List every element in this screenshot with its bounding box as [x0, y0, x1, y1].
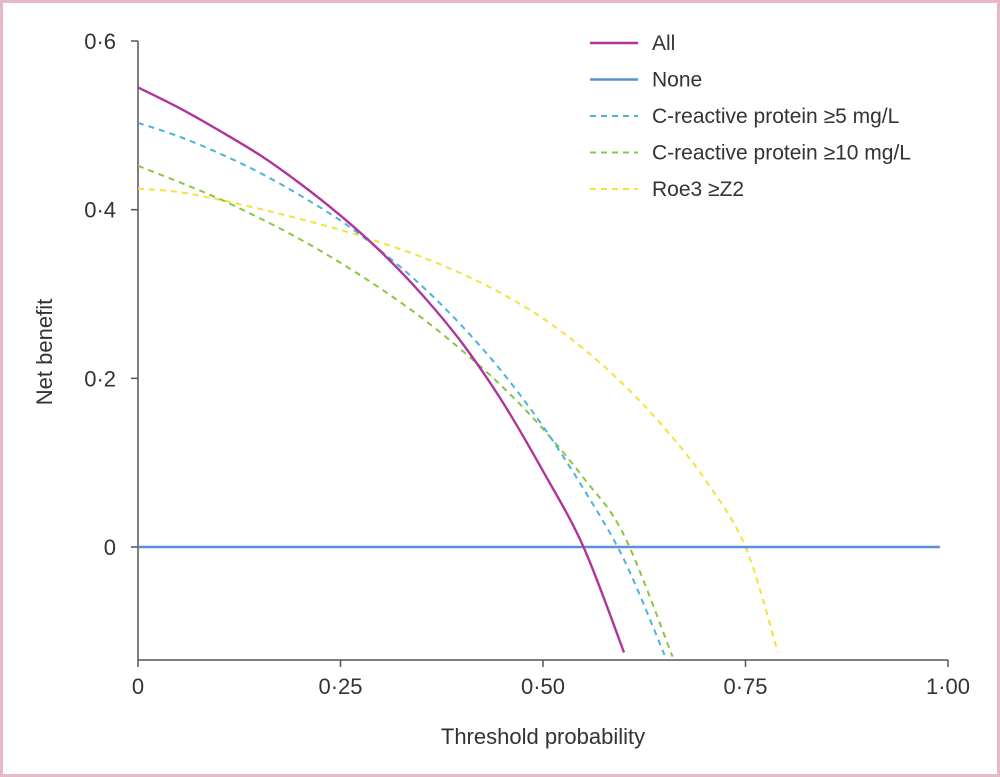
axes: 0 0·25 0·50 0·75 1·00 0 0·2 0·4 0·6 — [84, 29, 970, 699]
x-tick-label: 0·75 — [723, 674, 767, 699]
legend-label: C-reactive protein ≥10 mg/L — [652, 142, 911, 165]
legend-label: All — [652, 32, 675, 55]
x-tick-label: 1·00 — [926, 674, 970, 699]
legend-label: None — [652, 69, 702, 92]
x-tick-label: 0·50 — [521, 674, 565, 699]
y-tick-label: 0·6 — [84, 29, 116, 54]
x-axis-title: Threshold probability — [441, 724, 645, 749]
series-line-all — [138, 86, 626, 653]
x-tick-label: 0·25 — [318, 674, 362, 699]
legend-label: C-reactive protein ≥5 mg/L — [652, 105, 899, 128]
series-line-c-reactive-protein-5-mg-l — [138, 121, 666, 656]
legend: All None C-reactive protein ≥5 mg/L C-react… — [590, 32, 911, 201]
legend-label: Roe3 ≥Z2 — [652, 178, 744, 201]
y-tick-label: 0·4 — [84, 198, 116, 223]
series-layer — [138, 86, 940, 657]
series-line-c-reactive-protein-10-mg-l — [138, 164, 674, 657]
x-tick-label: 0 — [132, 674, 144, 699]
y-tick-label: 0·2 — [84, 366, 116, 391]
y-tick-label: 0 — [104, 535, 116, 560]
y-axis-title: Net benefit — [32, 299, 57, 405]
series-line-roe3-z2 — [138, 187, 779, 653]
